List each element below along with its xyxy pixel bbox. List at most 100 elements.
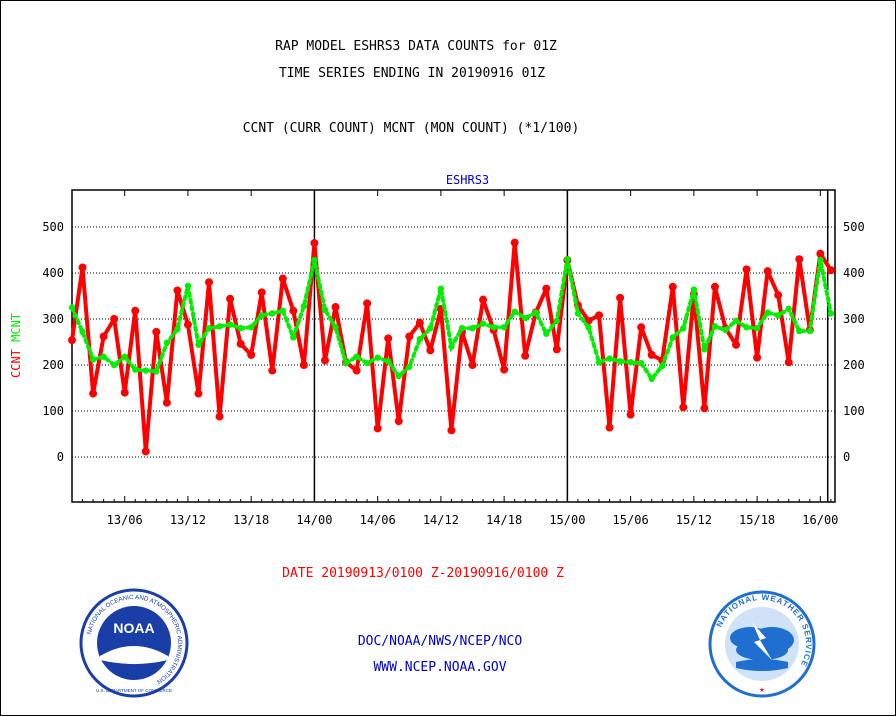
noaa-logo-bottom-text: U.S. DEPARTMENT OF COMMERCE <box>96 688 172 693</box>
point-ccnt <box>647 350 656 359</box>
point-ccnt <box>268 366 277 375</box>
point-mcnt <box>121 353 128 360</box>
noaa-logo: NOAA NATIONAL OCEANIC AND ATMOSPHERIC AD… <box>79 588 189 698</box>
point-mcnt <box>237 325 244 332</box>
point-mcnt <box>363 359 371 367</box>
date-range-label: DATE 20190913/0100 Z-20190916/0100 Z <box>282 566 564 581</box>
x-tick-label: 13/12 <box>170 513 206 527</box>
point-mcnt <box>469 325 476 332</box>
point-ccnt <box>247 350 256 359</box>
y-tick-label-right: 400 <box>843 266 865 280</box>
point-ccnt <box>510 238 519 247</box>
point-ccnt <box>384 334 393 343</box>
y-tick-label-left: 200 <box>42 358 64 372</box>
point-mcnt <box>806 327 813 335</box>
point-mcnt <box>247 324 255 331</box>
point-ccnt <box>194 389 203 398</box>
point-mcnt <box>290 334 297 341</box>
chart-title-line2: TIME SERIES ENDING IN 20190916 01Z <box>278 66 546 81</box>
point-ccnt <box>500 365 509 374</box>
point-mcnt <box>342 359 350 367</box>
point-ccnt <box>78 263 87 272</box>
point-mcnt <box>701 346 708 353</box>
website-link[interactable]: WWW.NCEP.NOAA.GOV <box>373 660 507 675</box>
y-axis-label-mcnt: MCNT <box>9 313 23 349</box>
point-ccnt <box>152 327 161 336</box>
point-ccnt <box>289 306 298 315</box>
point-ccnt <box>183 320 192 329</box>
point-mcnt <box>532 309 539 316</box>
point-mcnt <box>300 302 308 310</box>
point-mcnt <box>680 325 687 332</box>
point-mcnt <box>637 359 645 367</box>
point-ccnt <box>795 255 804 264</box>
point-ccnt <box>394 417 403 426</box>
point-ccnt <box>468 361 477 369</box>
point-mcnt <box>226 321 234 328</box>
point-mcnt <box>385 358 392 365</box>
point-mcnt <box>500 324 508 331</box>
point-ccnt <box>310 239 319 248</box>
point-ccnt <box>120 388 129 397</box>
y-tick-label-right: 200 <box>843 358 865 372</box>
point-mcnt <box>827 310 835 317</box>
noaa-logo-label: NOAA <box>113 620 154 636</box>
y-tick-label-right: 100 <box>843 404 865 418</box>
point-mcnt <box>205 325 213 332</box>
point-ccnt <box>405 332 414 341</box>
point-ccnt <box>363 299 372 308</box>
point-ccnt <box>278 274 287 283</box>
point-mcnt <box>89 356 97 363</box>
point-mcnt <box>553 317 561 325</box>
point-ccnt <box>626 410 635 419</box>
plot-area <box>71 189 836 503</box>
plot-title: ESHRS3 <box>446 173 489 187</box>
x-tick-label: 13/06 <box>107 513 143 527</box>
y-tick-label-left: 400 <box>42 266 64 280</box>
chart-title-line1: RAP MODEL ESHRS3 DATA COUNTS for 01Z <box>275 39 557 54</box>
point-ccnt <box>826 266 835 275</box>
point-mcnt <box>817 256 824 264</box>
point-mcnt <box>437 285 445 292</box>
point-mcnt <box>511 308 518 315</box>
point-ccnt <box>668 282 677 291</box>
point-ccnt <box>99 332 108 341</box>
point-mcnt <box>374 354 381 361</box>
point-ccnt <box>373 424 382 433</box>
y-tick-label-right: 300 <box>843 312 865 326</box>
point-ccnt <box>141 447 150 456</box>
point-mcnt <box>110 361 118 369</box>
point-mcnt <box>448 343 455 350</box>
point-ccnt <box>700 404 709 413</box>
point-ccnt <box>226 294 235 303</box>
y-tick-label-right: 0 <box>843 450 850 464</box>
point-ccnt <box>331 303 340 312</box>
x-tick-label: 13/18 <box>233 513 269 527</box>
point-mcnt <box>490 324 497 331</box>
point-mcnt <box>427 325 434 332</box>
point-ccnt <box>774 291 783 300</box>
point-mcnt <box>774 312 782 319</box>
y-tick-label-right: 500 <box>843 220 865 234</box>
x-tick-label: 14/18 <box>486 513 522 527</box>
x-tick-label: 15/18 <box>739 513 775 527</box>
y-axis-label-ccnt: CCNT <box>9 349 23 378</box>
point-ccnt <box>521 351 530 360</box>
point-ccnt <box>710 282 719 291</box>
point-mcnt <box>743 324 750 331</box>
point-mcnt <box>606 355 613 362</box>
point-mcnt <box>406 363 413 371</box>
point-ccnt <box>320 356 329 365</box>
point-ccnt <box>784 358 793 367</box>
point-mcnt <box>195 341 202 348</box>
point-mcnt <box>279 307 286 314</box>
point-mcnt <box>395 372 402 380</box>
x-tick-label: 14/06 <box>360 513 396 527</box>
point-mcnt <box>785 305 792 313</box>
point-mcnt <box>690 286 698 293</box>
org-line: DOC/NOAA/NWS/NCEP/NCO <box>357 634 523 649</box>
x-tick-label: 14/00 <box>296 513 332 527</box>
point-mcnt <box>564 256 571 263</box>
point-ccnt <box>299 361 308 369</box>
